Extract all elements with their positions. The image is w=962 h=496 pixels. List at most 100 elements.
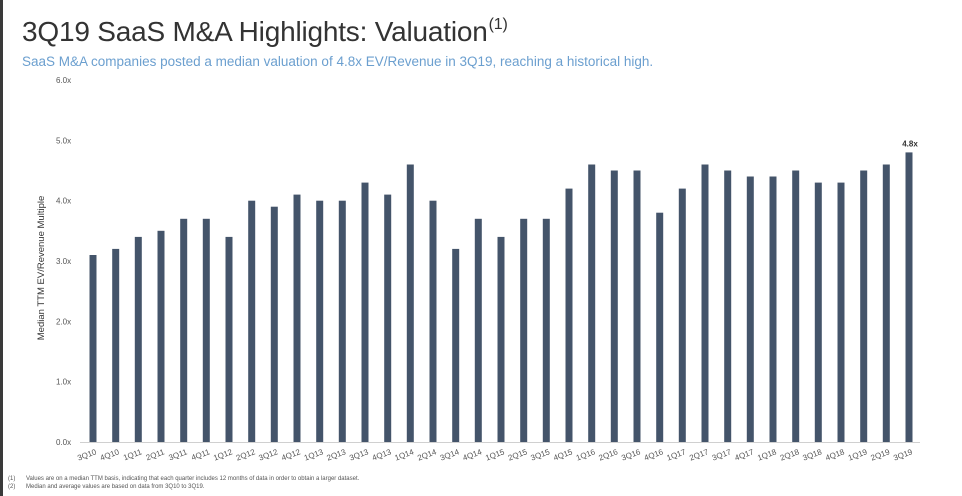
bar-4Q16 [656,212,664,442]
x-tick-label: 1Q17 [666,447,688,462]
x-tick-label: 4Q17 [734,447,756,462]
x-tick-label: 2Q18 [779,447,801,462]
title-footnote-marker: (1) [488,16,508,33]
footnote-number: (1) [8,476,16,482]
bar-4Q14 [474,218,482,442]
page-title: 3Q19 SaaS M&A Highlights: Valuation(1) [22,16,508,48]
bar-4Q12 [293,194,301,442]
bar-1Q13 [316,200,324,442]
x-tick-label: 4Q16 [643,447,665,462]
bar-4Q18 [837,182,845,442]
bar-2Q16 [610,170,618,442]
x-tick-label: 3Q12 [258,447,280,462]
x-tick-label: 1Q19 [847,447,869,462]
bar-1Q18 [769,176,777,442]
y-axis: 0.0x 1.0x 2.0x 3.0x 4.0x 5.0x 6.0x [56,76,71,447]
bar-3Q15 [542,218,550,442]
bar-2Q19 [882,164,890,442]
x-tick-label: 1Q14 [394,447,416,462]
bar-4Q13 [384,194,392,442]
title-text: 3Q19 SaaS M&A Highlights: Valuation [22,16,488,47]
x-tick-label: 3Q19 [892,447,914,462]
x-tick-label: 3Q17 [711,447,733,462]
bar-3Q14 [452,248,460,442]
bars [89,152,913,442]
x-tick-label: 2Q11 [145,447,166,462]
bar-4Q10 [112,248,120,442]
x-tick-label: 1Q15 [484,447,506,462]
bar-1Q12 [225,236,233,442]
bar-3Q17 [724,170,732,442]
bar-2Q11 [157,230,165,442]
x-tick-label: 1Q16 [575,447,597,462]
x-tick-label: 3Q13 [348,447,370,462]
x-tick-label: 3Q16 [620,447,642,462]
bar-1Q16 [588,164,596,442]
bar-1Q14 [406,164,414,442]
x-tick-label: 2Q16 [598,447,620,462]
bar-3Q18 [814,182,822,442]
x-tick-label: 2Q14 [416,447,438,462]
y-tick-label: 4.0x [56,197,71,206]
footnote-text: Values are on a median TTM basis, indica… [26,476,360,482]
data-labels: 4.8x [902,139,918,148]
x-tick-label: 3Q10 [76,447,98,462]
y-tick-label: 3.0x [56,257,71,266]
x-tick-label: 4Q13 [371,447,393,462]
x-tick-label: 2Q17 [688,447,710,462]
bar-4Q15 [565,188,573,442]
x-tick-label: 4Q15 [552,447,574,462]
x-tick-label: 4Q12 [280,447,302,462]
bar-1Q11 [134,236,142,442]
x-tick-label: 4Q10 [99,447,121,462]
data-label-3Q19: 4.8x [902,139,918,148]
footnote-2: (2) Median and average values are based o… [8,484,359,492]
x-tick-label: 3Q18 [802,447,824,462]
footnote-text: Median and average values are based on d… [26,483,205,490]
y-tick-label: 6.0x [56,76,71,85]
page-left-border [0,0,3,496]
bar-1Q17 [678,188,686,442]
bar-2Q12 [248,200,256,442]
x-tick-label: 3Q11 [167,447,188,462]
x-tick-label: 2Q19 [870,447,892,462]
y-tick-label: 5.0x [56,136,71,145]
bar-3Q19 [905,152,913,442]
x-tick-label: 1Q12 [212,447,234,462]
x-tick-label: 4Q14 [462,447,484,462]
x-tick-label: 2Q13 [326,447,348,462]
x-tick-label: 1Q11 [122,447,143,462]
bar-2Q18 [792,170,800,442]
x-tick-label: 1Q18 [756,447,778,462]
bar-3Q13 [361,182,369,442]
bar-4Q11 [202,218,210,442]
y-tick-label: 0.0x [56,438,71,447]
y-axis-label: Median TTM EV/Revenue Multiple [36,196,47,341]
x-tick-label: 4Q11 [190,447,211,462]
bar-1Q19 [860,170,868,442]
x-axis: 3Q10 4Q10 1Q11 2Q11 3Q11 4Q11 1Q12 2Q12 3Q12 4Q12… [76,447,914,462]
bar-3Q10 [89,255,97,442]
footnote-number: (2) [8,483,16,490]
y-tick-label: 2.0x [56,317,71,326]
bar-2Q17 [701,164,709,442]
footnote-1: (1) Values are on a median TTM basis, ind… [8,476,359,484]
x-tick-label: 1Q13 [303,447,325,462]
page-subtitle: SaaS M&A companies posted a median valua… [22,54,654,69]
x-tick-label: 4Q18 [824,447,846,462]
x-tick-label: 2Q15 [507,447,529,462]
bar-2Q14 [429,200,437,442]
bar-2Q15 [520,218,528,442]
bar-4Q17 [746,176,754,442]
bar-2Q13 [338,200,346,442]
x-tick-label: 3Q15 [530,447,552,462]
x-tick-label: 2Q12 [235,447,257,462]
bar-3Q11 [180,218,188,442]
bar-1Q15 [497,236,505,442]
y-tick-label: 1.0x [56,378,71,387]
x-tick-label: 3Q14 [439,447,461,462]
bar-3Q12 [270,206,278,442]
bar-3Q16 [633,170,641,442]
footnotes: (1) Values are on a median TTM basis, ind… [8,476,359,491]
